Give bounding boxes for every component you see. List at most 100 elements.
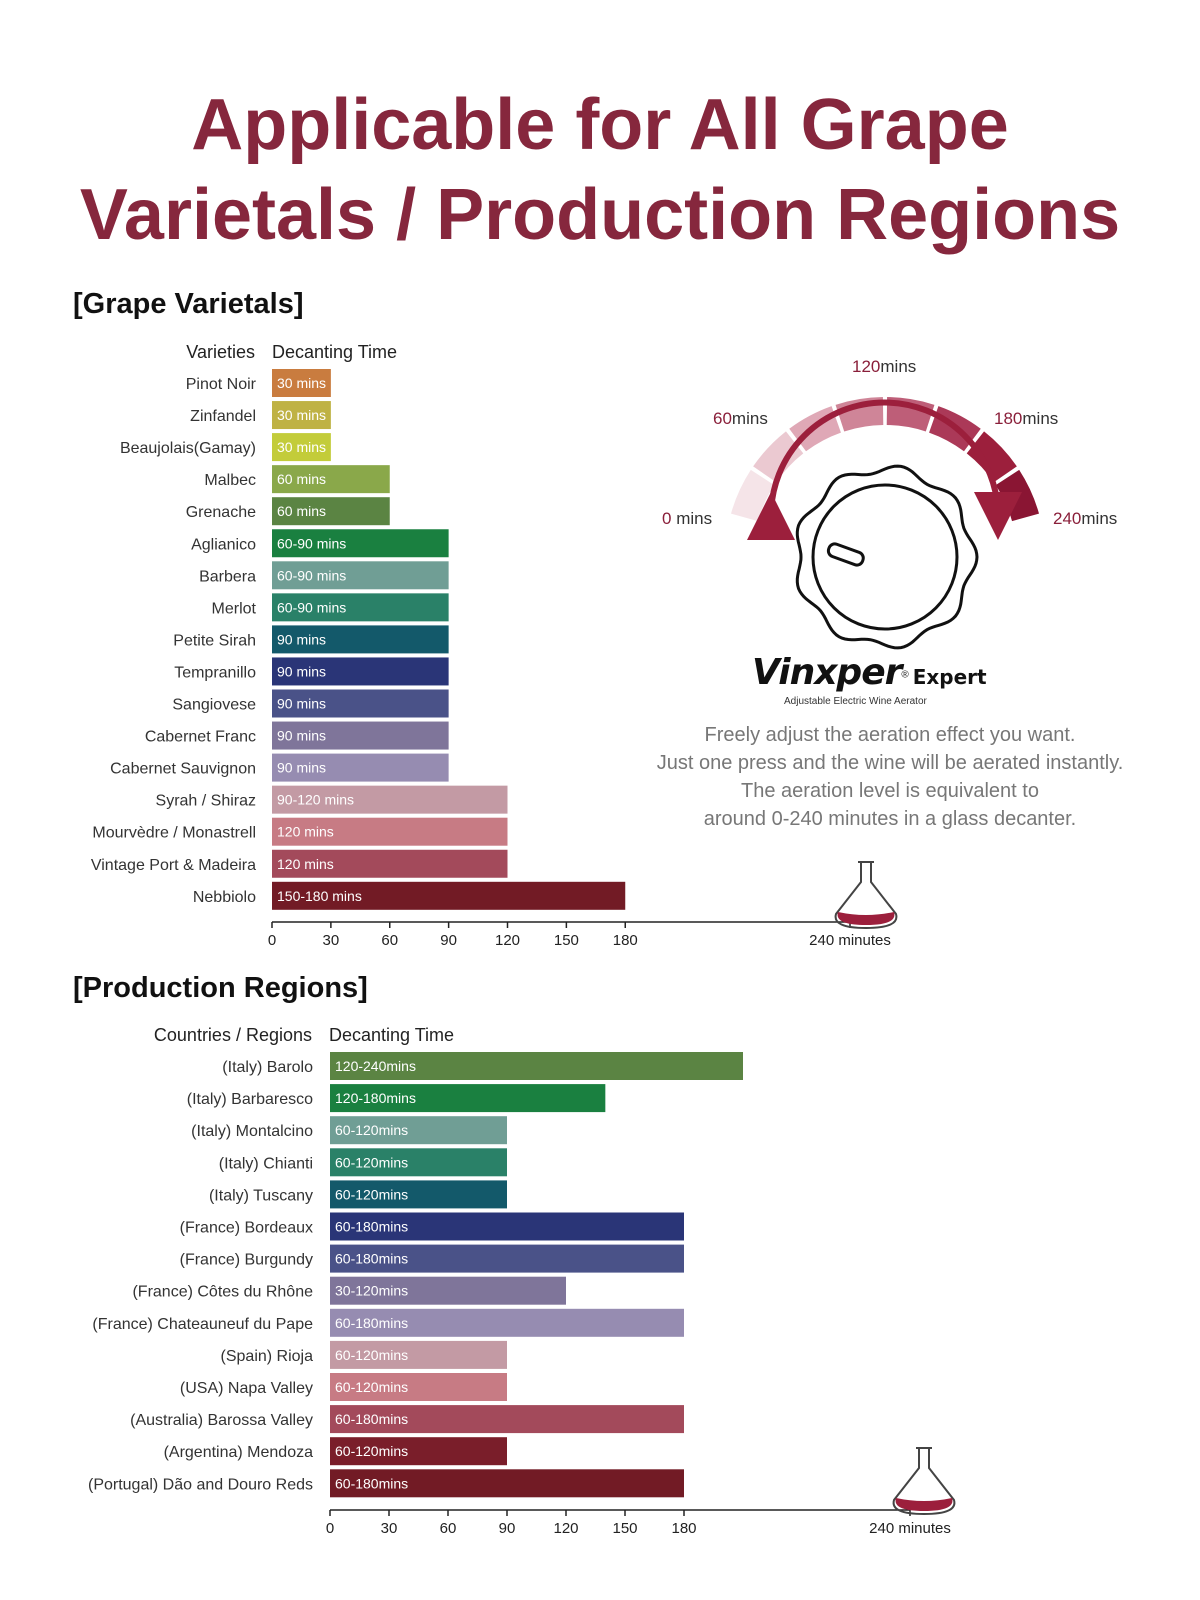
bar	[330, 1437, 507, 1466]
dial-range-arrow	[746, 399, 1022, 541]
category-label: (Argentina) Mendoza	[164, 1444, 314, 1461]
bar-data-label: 30 mins	[277, 407, 326, 423]
dial-segment	[835, 397, 884, 432]
x-tick-label: 0	[326, 1520, 334, 1537]
category-label: Zinfandel	[190, 408, 256, 425]
x-tick-label: 90	[440, 932, 457, 949]
bar-data-label: 60-120mins	[335, 1154, 408, 1170]
bar-data-label: 90 mins	[277, 760, 326, 776]
bar	[330, 1469, 684, 1498]
x-tick-label: 60	[440, 1520, 457, 1537]
category-label: Merlot	[212, 600, 257, 617]
dial-label-240: 240mins	[1053, 509, 1117, 528]
x-tick-label: 30	[381, 1520, 398, 1537]
bar-data-label: 60-120mins	[335, 1186, 408, 1202]
dial-label-180: 180mins	[994, 409, 1058, 428]
category-label: (Australia) Barossa Valley	[130, 1412, 313, 1429]
category-label: (USA) Napa Valley	[180, 1380, 313, 1397]
regions-time-column-header: Decanting Time	[329, 1025, 455, 1045]
bar-data-label: 30 mins	[277, 375, 326, 391]
decanter-icon-1	[834, 861, 898, 930]
category-label: Beaujolais(Gamay)	[120, 440, 256, 457]
dial-segment	[753, 431, 804, 483]
bar-data-label: 60-180mins	[335, 1411, 408, 1427]
grape-varietals-heading: [Grape Varietals]	[73, 288, 304, 320]
dial-segment	[886, 397, 935, 432]
bar	[272, 497, 390, 526]
dial-knob-face	[811, 483, 959, 631]
bar-data-label: 90 mins	[277, 663, 326, 679]
category-label: (France) Burgundy	[180, 1252, 313, 1269]
x-tick-label: 60	[381, 932, 398, 949]
x-tick-label: 180	[671, 1520, 696, 1537]
bar-data-label: 30-120mins	[335, 1283, 408, 1299]
bar	[272, 849, 508, 878]
bar-data-label: 60-120mins	[335, 1443, 408, 1459]
dial-label-0: 0 mins	[662, 509, 712, 528]
category-label: (Italy) Chianti	[219, 1155, 313, 1172]
dial-segment	[995, 469, 1039, 522]
bar	[272, 625, 449, 654]
category-label: (Italy) Barbaresco	[187, 1091, 313, 1108]
category-label: Cabernet Franc	[145, 729, 256, 746]
category-label: Syrah / Shiraz	[156, 793, 256, 810]
bar-data-label: 60-120mins	[335, 1379, 408, 1395]
dial-label-60: 60mins	[713, 409, 768, 428]
bar-data-label: 120 mins	[277, 824, 334, 840]
page-title-line-1: Applicable for All Grape	[191, 85, 1009, 165]
bar-data-label: 90 mins	[277, 696, 326, 712]
category-label: Tempranillo	[174, 664, 256, 681]
x-tick-label: 120	[553, 1520, 578, 1537]
bar	[272, 657, 449, 686]
dial-knob-indicator	[826, 542, 865, 567]
category-label: (Italy) Tuscany	[209, 1187, 313, 1204]
category-label: Malbec	[204, 472, 256, 489]
bar-data-label: 30 mins	[277, 439, 326, 455]
dial-segment	[966, 431, 1017, 483]
page-title-line-2: Varietals / Production Regions	[79, 175, 1121, 255]
category-label: Mourvèdre / Monastrell	[92, 825, 256, 842]
dial-knob	[795, 464, 979, 650]
x-tick-label: 150	[612, 1520, 637, 1537]
bar-data-label: 60-90 mins	[277, 535, 346, 551]
category-label: Nebbiolo	[193, 889, 256, 906]
brand-logo: Vinxper® Expert	[752, 652, 987, 693]
bar	[272, 721, 449, 750]
bar-data-label: 60-120mins	[335, 1122, 408, 1138]
bar	[330, 1405, 684, 1434]
bar	[330, 1084, 606, 1113]
description-line-1: Freely adjust the aeration effect you wa…	[704, 724, 1076, 746]
bar-data-label: 60-180mins	[335, 1315, 408, 1331]
category-label: (Spain) Rioja	[221, 1348, 314, 1365]
category-label: Sangiovese	[172, 697, 256, 714]
description-line-2: Just one press and the wine will be aera…	[656, 752, 1124, 774]
bar	[272, 881, 626, 910]
bar	[330, 1180, 507, 1209]
dial-segment	[929, 406, 981, 452]
bar	[272, 465, 390, 494]
bar	[330, 1276, 566, 1305]
bar-data-label: 90 mins	[277, 728, 326, 744]
bar	[272, 785, 508, 814]
bar	[272, 433, 331, 462]
description-text: Freely adjust the aeration effect you wa…	[620, 721, 1160, 833]
bar	[272, 401, 331, 430]
category-label: (Portugal) Dão and Douro Reds	[88, 1476, 313, 1493]
brand-name: Vinxper	[752, 652, 902, 693]
description-line-3: The aeration level is equivalent to	[741, 780, 1039, 802]
bar-data-label: 90 mins	[277, 631, 326, 647]
bar	[272, 529, 449, 558]
bar	[330, 1340, 507, 1369]
production-regions-heading: [Production Regions]	[73, 972, 368, 1004]
category-label: Vintage Port & Madeira	[91, 857, 256, 874]
bar-data-label: 60-90 mins	[277, 599, 346, 615]
dial-scale-segments	[731, 397, 1039, 522]
category-label: (France) Côtes du Rhône	[132, 1284, 313, 1301]
category-label: (France) Chateauneuf du Pape	[92, 1316, 313, 1333]
description-line-4: around 0-240 minutes in a glass decanter…	[703, 808, 1077, 830]
bar-data-label: 120-180mins	[335, 1090, 416, 1106]
x-tick-label: 180	[613, 932, 638, 949]
bar-data-label: 150-180 mins	[277, 888, 362, 904]
category-label: Petite Sirah	[173, 632, 256, 649]
bar-data-label: 120-240mins	[335, 1058, 416, 1074]
